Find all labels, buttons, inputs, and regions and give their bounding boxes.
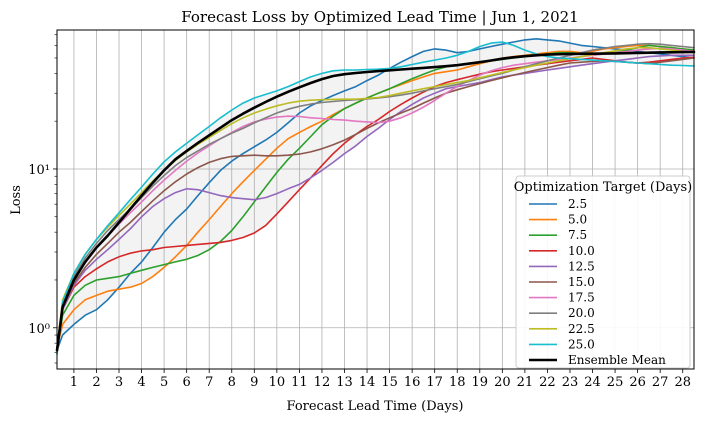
series-lines	[55, 37, 696, 356]
legend-box	[515, 175, 691, 369]
legend-label: 2.5	[568, 197, 587, 211]
x-tick-label: 1	[70, 375, 78, 390]
x-tick-label: 16	[404, 375, 421, 390]
legend-label: 17.5	[568, 291, 595, 305]
x-tick-label: 21	[517, 375, 534, 390]
legend-label: 7.5	[568, 228, 587, 242]
x-tick-label: 11	[291, 375, 308, 390]
x-axis-label: Forecast Lead Time (Days)	[287, 399, 464, 414]
legend-label: 10.0	[568, 244, 595, 258]
series-line-2-5	[56, 37, 695, 352]
x-tick-label: 28	[674, 375, 691, 390]
x-tick-label: 14	[359, 375, 376, 390]
x-tick-label: 27	[652, 375, 669, 390]
y-axis-label: Loss	[9, 185, 24, 215]
legend-label: 5.0	[568, 213, 587, 227]
legend-label: 25.0	[568, 337, 595, 351]
x-tick-label: 2	[92, 375, 100, 390]
legend-label: 22.5	[568, 322, 595, 336]
chart-title: Forecast Loss by Optimized Lead Time | J…	[181, 8, 578, 26]
x-tick-label: 8	[228, 375, 236, 390]
x-tick-label: 3	[115, 375, 123, 390]
y-tick-label: 10¹	[28, 163, 50, 178]
series-line-ensemble-mean	[55, 50, 696, 352]
x-tick-label: 22	[539, 375, 556, 390]
legend-title: Optimization Target (Days)	[514, 180, 693, 195]
ensemble-spread-band	[57, 38, 694, 355]
x-tick-label: 20	[494, 375, 511, 390]
x-tick-label: 9	[250, 375, 258, 390]
x-tick-label: 5	[160, 375, 168, 390]
legend-label: Ensemble Mean	[568, 353, 666, 367]
y-tick-label: 10⁰	[28, 322, 50, 337]
x-tick-label: 13	[336, 375, 353, 390]
x-tick-label: 4	[137, 375, 145, 390]
series-line-25-0	[56, 41, 695, 356]
x-tick-label: 15	[381, 375, 398, 390]
plot-frame	[56, 29, 695, 370]
series-line-12-5	[56, 54, 695, 349]
x-tick-label: 23	[562, 375, 579, 390]
x-tick-label: 26	[629, 375, 646, 390]
x-tick-label: 7	[205, 375, 213, 390]
x-tick-label: 6	[183, 375, 191, 390]
x-tick-label: 25	[607, 375, 624, 390]
series-line-15-0	[56, 57, 695, 349]
x-tick-label: 18	[449, 375, 466, 390]
x-tick-label: 12	[314, 375, 331, 390]
x-tick-label: 17	[426, 375, 443, 390]
ensemble-spread	[57, 38, 694, 355]
x-tick-label: 19	[472, 375, 489, 390]
x-tick-label: 24	[584, 375, 601, 390]
legend: Optimization Target (Days)2.55.07.510.01…	[514, 175, 693, 369]
axis-ticks: 1 2 3 4 5 6 7 8 9 10 11 12 13 14 15 16 17 18 19 20 21 22 23 24 2…	[28, 34, 691, 390]
legend-label: 15.0	[568, 275, 595, 289]
x-tick-label: 10	[269, 375, 286, 390]
legend-label: 20.0	[568, 306, 595, 320]
legend-label: 12.5	[568, 259, 595, 273]
